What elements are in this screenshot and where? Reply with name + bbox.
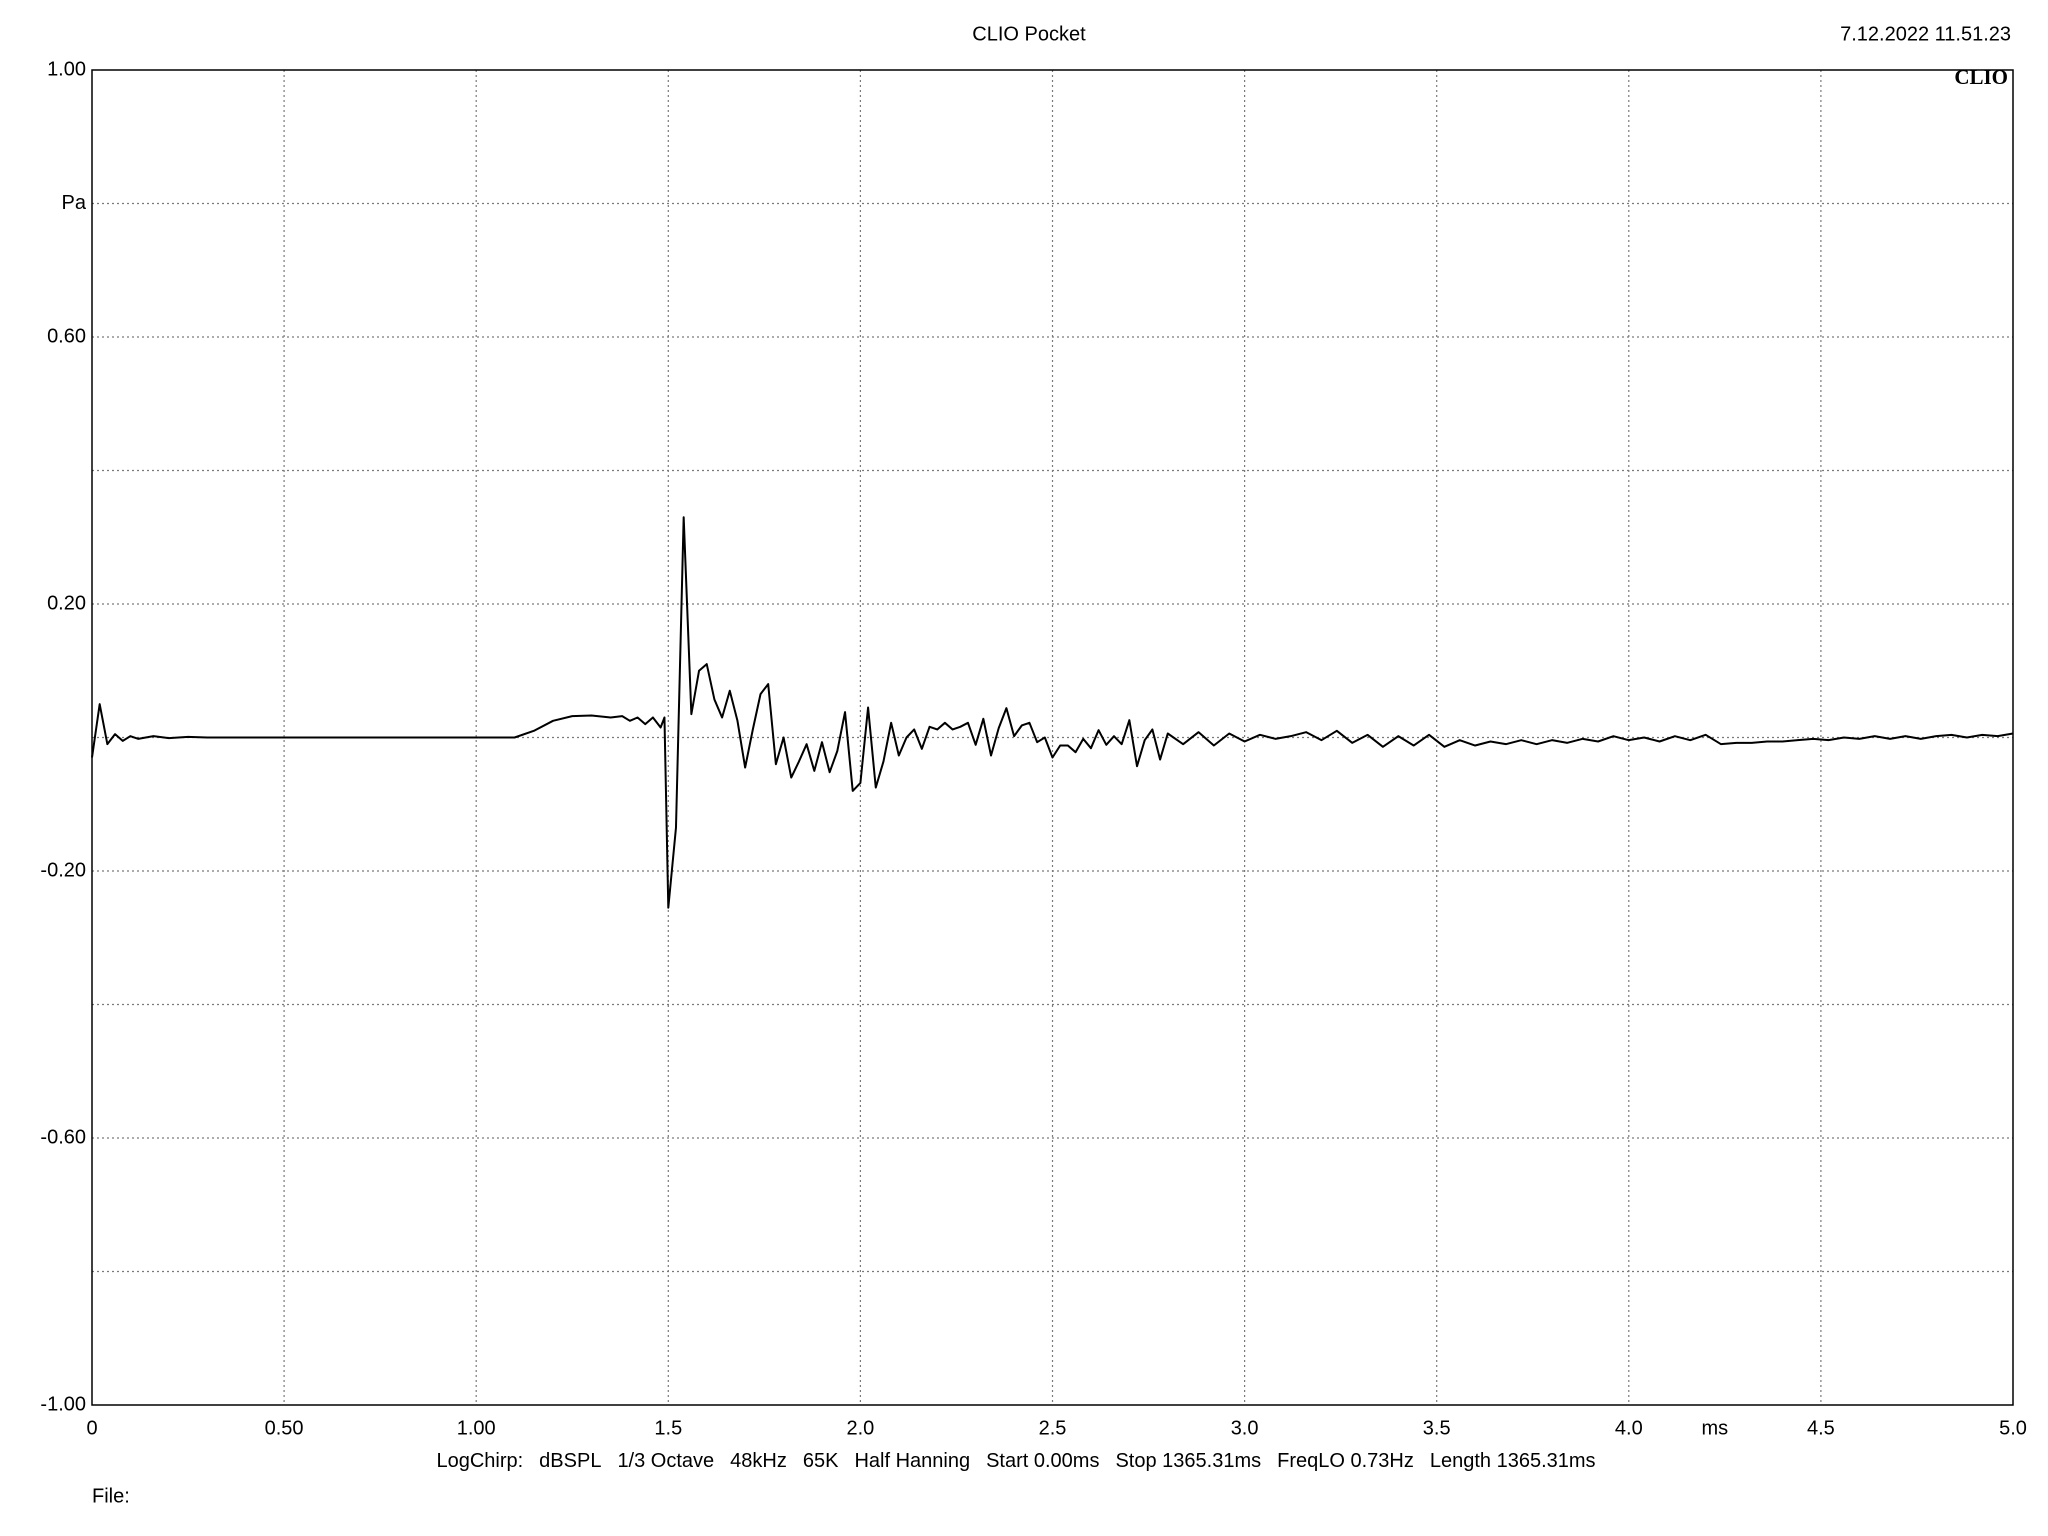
y-tick-label: -1.00: [40, 1393, 86, 1415]
data-line: [91, 516, 2014, 909]
plot-border: [91, 69, 2014, 1406]
x-tick-label: 1.00: [457, 1417, 496, 1439]
y-tick-label: 0.60: [47, 325, 86, 347]
x-tick-label: 2.5: [1039, 1417, 1067, 1439]
footer: LogChirp: dBSPL 1/3 Octave 48kHz 65K Half Han…: [436, 1450, 1595, 1472]
footer-item: Stop 1365.31ms: [1115, 1450, 1261, 1472]
x-tick-label: 3.0: [1231, 1417, 1259, 1439]
footer-item: Half Hanning: [854, 1450, 970, 1472]
footer-item: LogChirp:: [436, 1450, 523, 1472]
x-tick-label: 4.0: [1615, 1417, 1643, 1439]
footer-item: 48kHz: [730, 1450, 787, 1472]
y-tick-label: -0.20: [40, 859, 86, 881]
chart-title: CLIO Pocket: [972, 23, 1086, 45]
footer-item: dBSPL: [539, 1450, 601, 1472]
y-tick-label: -0.60: [40, 1126, 86, 1148]
x-tick-label: 4.5: [1807, 1417, 1835, 1439]
logo: CLIO: [1954, 65, 2008, 89]
footer-item: FreqLO 0.73Hz: [1277, 1450, 1414, 1472]
footer-item: Length 1365.31ms: [1430, 1450, 1596, 1472]
footer-item: Start 0.00ms: [986, 1450, 1099, 1472]
x-tick-label: 1.5: [654, 1417, 682, 1439]
timestamp: 7.12.2022 11.51.23: [1840, 23, 2011, 45]
y-tick-label: 1.00: [47, 58, 86, 80]
x-tick-label: 5.0: [1999, 1417, 2027, 1439]
x-tick-label: 2.0: [846, 1417, 874, 1439]
footer-item: 1/3 Octave: [617, 1450, 714, 1472]
x-tick-label: 0.50: [265, 1417, 304, 1439]
file-label: File:: [92, 1485, 130, 1507]
x-tick-label: 0: [86, 1417, 97, 1439]
footer-item: 65K: [803, 1450, 839, 1472]
y-tick-label: 0.20: [47, 592, 86, 614]
y-axis-label: Pa: [62, 192, 87, 214]
x-axis-label: ms: [1702, 1417, 1729, 1439]
x-tick-label: 3.5: [1423, 1417, 1451, 1439]
